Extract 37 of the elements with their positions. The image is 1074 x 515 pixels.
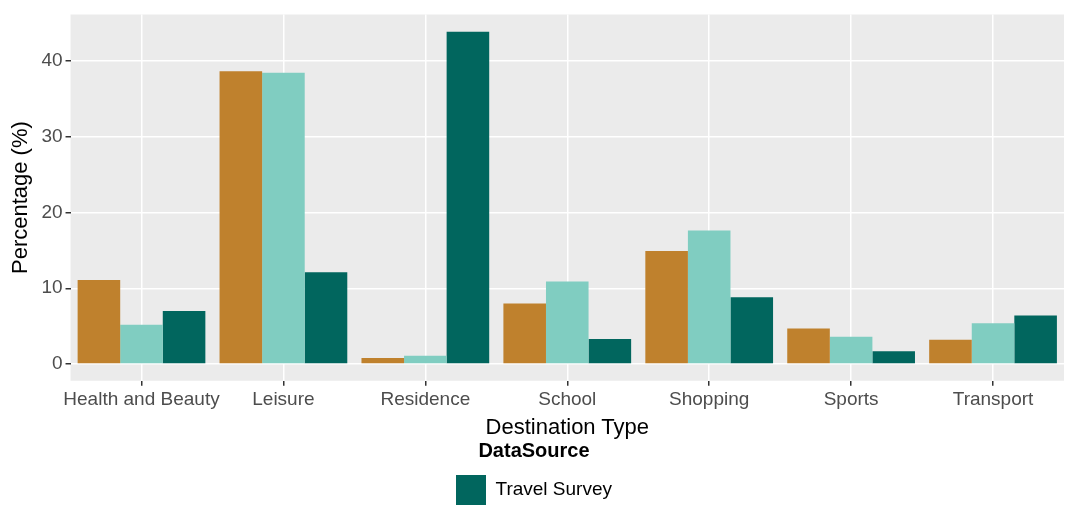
bar [545,281,589,364]
x-tick-label: Residence [380,388,471,410]
x-tick-label: Transport [952,388,1035,410]
y-axis-title: Percentage (%) [7,121,33,275]
y-tick-label: 40 [41,48,63,70]
x-tick-label: Health and Beauty [63,388,221,410]
x-tick-label: School [538,388,597,410]
x-tick-label: Sports [823,388,879,410]
legend-label: Travel Survey [495,478,613,500]
bar [304,272,348,364]
bar [219,71,263,364]
x-tick-label: Shopping [669,388,750,410]
bar [687,230,731,364]
bar [77,279,121,364]
bar [588,339,632,364]
x-tick-label: Leisure [252,388,315,410]
y-tick-label: 10 [41,276,63,298]
y-tick-label: 0 [51,352,63,374]
bar [503,303,546,364]
bar [872,351,915,364]
bar [120,324,163,364]
bar [446,31,490,364]
bar [829,336,873,364]
legend-title: DataSource [478,438,590,461]
bar [361,358,405,364]
bar [971,323,1015,364]
bar [730,297,774,364]
bar [162,311,206,364]
bar [929,339,972,364]
x-axis-title: Destination Type [485,413,650,439]
bar [404,355,447,364]
y-tick-label: 20 [41,200,63,222]
bar [1014,315,1057,364]
bar [262,72,305,364]
bar [645,251,688,364]
y-tick-label: 30 [41,124,63,146]
bar [787,328,830,364]
